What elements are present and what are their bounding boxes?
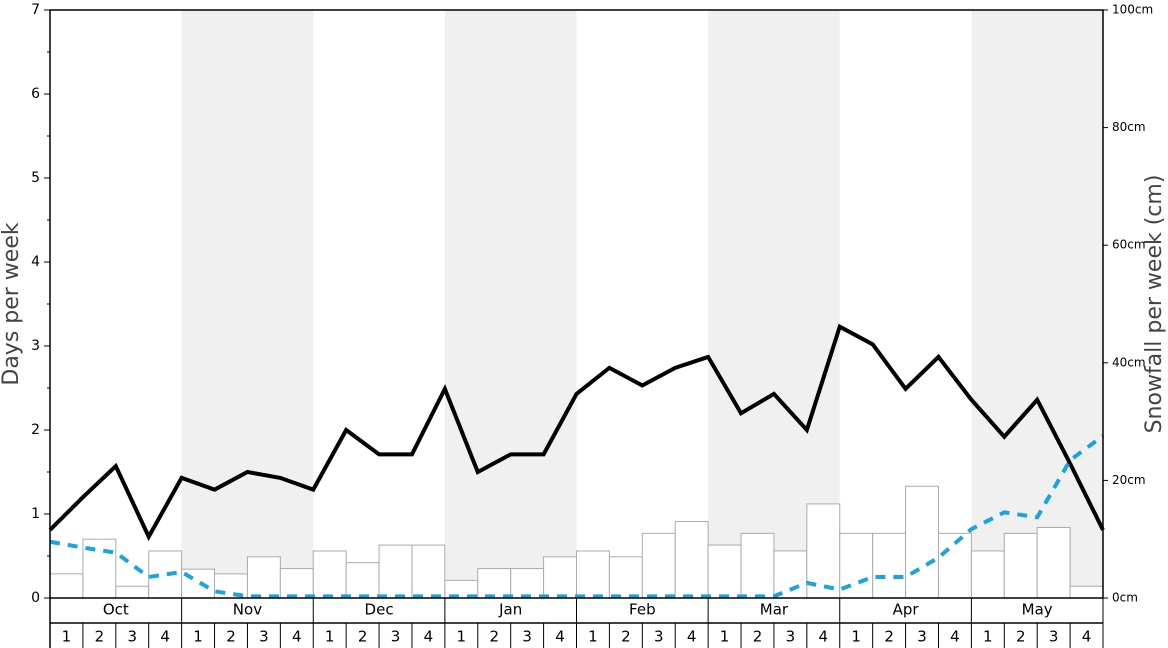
y-tick-label: 7 (31, 2, 40, 18)
bar (246, 556, 281, 599)
x-tick-label: 2 (226, 628, 236, 646)
y-tick-label: 5 (31, 170, 40, 186)
bar (312, 550, 347, 599)
x-tick-label: 4 (1082, 628, 1092, 646)
x-tick-label: 2 (1016, 628, 1026, 646)
x-tick-label: 2 (489, 628, 499, 646)
x-tick-label: 1 (325, 628, 335, 646)
x-tick-label: 4 (160, 628, 170, 646)
month-label: Jan (498, 601, 522, 619)
bar (115, 585, 150, 599)
y-tick-label: 6 (31, 86, 40, 102)
x-tick-label: 3 (127, 628, 137, 646)
bar (510, 568, 545, 599)
bar (872, 532, 907, 599)
month-label: Feb (629, 601, 656, 619)
bar (707, 544, 742, 599)
line (49, 434, 1105, 599)
x-tick-label: 2 (95, 628, 105, 646)
bar (674, 521, 709, 599)
x-tick-label: 2 (884, 628, 894, 646)
month-label: Mar (760, 601, 789, 619)
x-tick-label: 4 (555, 628, 565, 646)
x-tick-label: 3 (917, 628, 927, 646)
month-label: Dec (365, 601, 394, 619)
bar (49, 573, 84, 599)
month-band (708, 10, 840, 598)
bar (1069, 585, 1104, 599)
y-tick-label: 3 (31, 338, 40, 354)
x-tick-label: 4 (950, 628, 960, 646)
bar (740, 532, 775, 599)
x-tick-label: 3 (522, 628, 532, 646)
x-tick-label: 3 (391, 628, 401, 646)
bar (970, 550, 1005, 599)
y-tick-label: 2 (31, 422, 40, 438)
month-label: Oct (103, 601, 129, 619)
x-tick-label: 1 (851, 628, 861, 646)
y2-tick-label: 0cm (1112, 591, 1138, 605)
bar (1003, 532, 1038, 599)
bar (345, 562, 380, 599)
bar (608, 556, 643, 599)
x-tick-label: 2 (621, 628, 631, 646)
y-tick-label: 1 (31, 506, 40, 522)
x-tick-label: 4 (819, 628, 829, 646)
x-tick-label: 1 (457, 628, 467, 646)
y2-tick-label: 40cm (1112, 355, 1146, 369)
x-tick-label: 4 (292, 628, 302, 646)
x-tick-label: 4 (424, 628, 434, 646)
x-tick-label: 1 (62, 628, 72, 646)
y2-tick-label: 20cm (1112, 473, 1146, 487)
x-tick-label: 3 (1049, 628, 1059, 646)
x-tick-label: 3 (654, 628, 664, 646)
y2-tick-label: 60cm (1112, 238, 1146, 252)
y-axis-label: Days per week (0, 222, 24, 385)
x-tick-label: 1 (193, 628, 203, 646)
y-tick-label: 0 (31, 590, 40, 606)
bar (1036, 526, 1071, 599)
x-tick-label: 3 (259, 628, 269, 646)
bar (641, 532, 676, 599)
bar (279, 568, 314, 599)
bar (543, 556, 577, 599)
y-tick-label: 4 (31, 254, 40, 270)
x-tick-label: 1 (983, 628, 993, 646)
line (48, 323, 1105, 542)
bar (477, 568, 512, 599)
month-band (181, 10, 314, 598)
y2-axis-label: Snowfall per week (cm) (1142, 175, 1167, 434)
x-tick-label: 4 (687, 628, 697, 646)
month-label: May (1022, 601, 1053, 619)
month-band (444, 10, 577, 598)
month-label: Apr (893, 601, 920, 619)
y2-tick-label: 100cm (1112, 3, 1153, 17)
month-band (971, 10, 1103, 598)
bar (576, 550, 610, 599)
x-tick-label: 3 (786, 628, 796, 646)
y2-tick-label: 80cm (1112, 120, 1146, 134)
bar (937, 532, 972, 599)
month-label: Nov (233, 601, 262, 619)
x-tick-label: 2 (358, 628, 368, 646)
x-tick-label: 2 (753, 628, 763, 646)
x-tick-label: 1 (720, 628, 730, 646)
bar (411, 544, 446, 599)
bar (905, 485, 939, 599)
x-tick-label: 1 (588, 628, 598, 646)
bar (378, 544, 413, 599)
